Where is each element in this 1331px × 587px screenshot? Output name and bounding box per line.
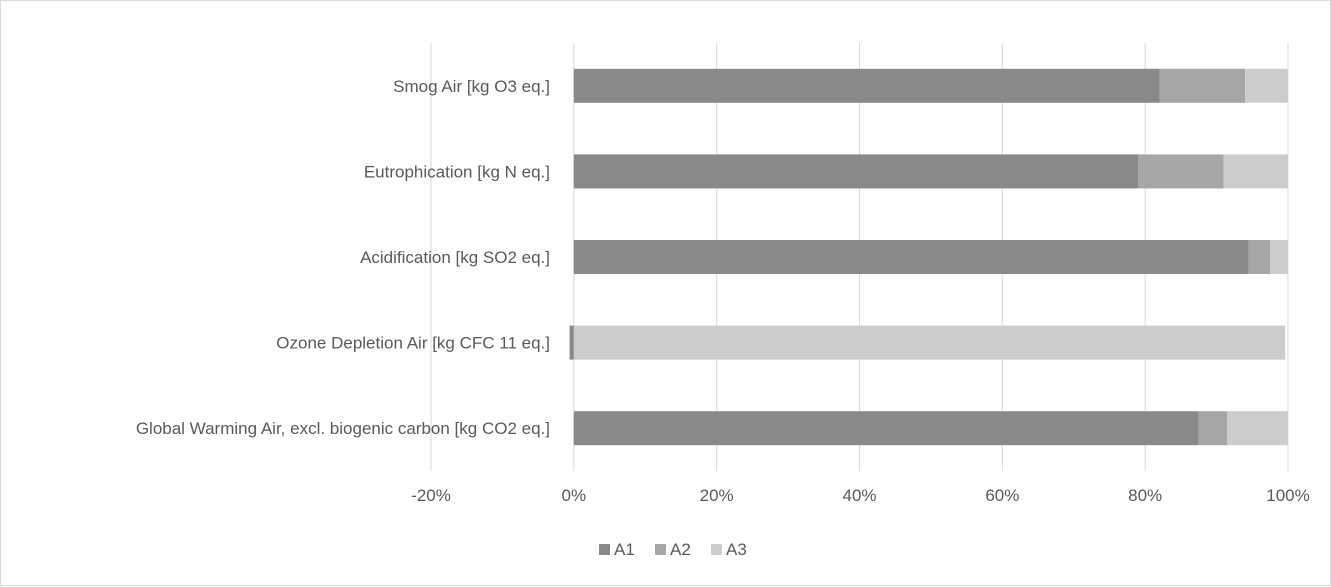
category-labels: Smog Air [kg O3 eq.] Eutrophication [kg N… [136, 77, 550, 438]
category-label: Ozone Depletion Air [kg CFC 11 eq.] [276, 334, 550, 353]
bar-a2-2 [1248, 240, 1271, 274]
bar-a1-3 [569, 325, 574, 360]
category-label: Smog Air [kg O3 eq.] [393, 77, 550, 96]
category-label: Eutrophication [kg N eq.] [364, 162, 550, 181]
bar-a1-2 [573, 240, 1249, 274]
bar-a2-1 [1138, 154, 1224, 189]
x-tick-label: -20% [411, 486, 451, 505]
x-tick-label: 80% [1128, 486, 1162, 505]
bar-a3-4 [1227, 411, 1288, 446]
bar-a3-1 [1223, 154, 1288, 189]
bar-a1-0 [573, 68, 1160, 103]
legend: A1 A2 A3 [599, 540, 747, 559]
x-tick-label: 0% [562, 486, 587, 505]
x-tick-label: 40% [842, 486, 876, 505]
legend-label-a1: A1 [614, 540, 635, 559]
legend-swatch-a1 [599, 544, 610, 555]
bar-a3-0 [1245, 68, 1288, 103]
legend-label-a3: A3 [726, 540, 747, 559]
legend-label-a2: A2 [670, 540, 691, 559]
bar-a3-2 [1270, 240, 1288, 274]
bar-a1-1 [573, 154, 1139, 189]
bar-a2-0 [1159, 68, 1246, 103]
category-label: Global Warming Air, excl. biogenic carbo… [136, 419, 550, 438]
x-tick-label: 20% [700, 486, 734, 505]
bars [569, 68, 1288, 446]
bar-a3-3 [573, 325, 1286, 360]
x-tick-label: 60% [985, 486, 1019, 505]
category-label: Acidification [kg SO2 eq.] [360, 248, 550, 267]
x-tick-label: 100% [1266, 486, 1309, 505]
legend-swatch-a2 [655, 544, 666, 555]
legend-swatch-a3 [711, 544, 722, 555]
bar-a1-4 [573, 411, 1199, 446]
x-axis-tick-labels: -20% 0% 20% 40% 60% 80% 100% [411, 486, 1310, 505]
bar-a2-4 [1198, 411, 1228, 446]
